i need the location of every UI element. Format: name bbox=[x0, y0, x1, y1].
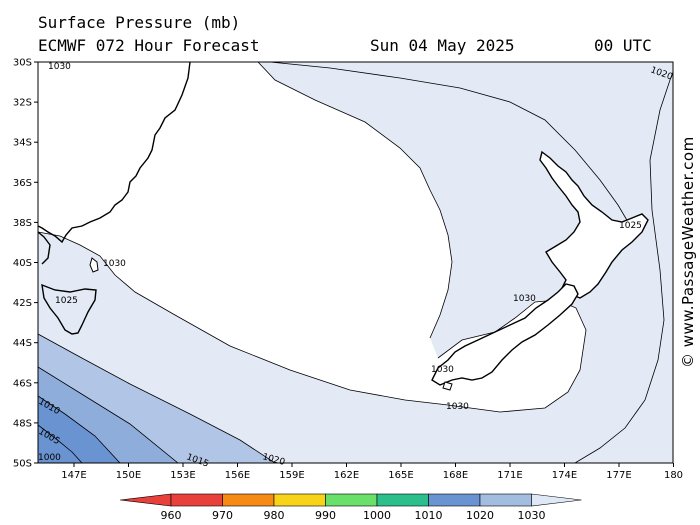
legend-high-arrow bbox=[531, 493, 582, 507]
legend-label: 970 bbox=[212, 509, 233, 522]
lon-tick-label: 159E bbox=[279, 470, 304, 481]
lat-tick-label: 34S bbox=[13, 138, 32, 149]
isobar-label: 1025 bbox=[55, 296, 78, 306]
isobar-label: 1030 bbox=[431, 365, 454, 375]
lon-tick-label: 174E bbox=[552, 470, 577, 481]
nz-south-island bbox=[431, 283, 579, 386]
stewart-island bbox=[442, 381, 453, 391]
watermark: © www.PassageWeather.com bbox=[679, 136, 697, 368]
legend-swatch bbox=[376, 493, 429, 507]
map-title: Surface Pressure (mb) bbox=[38, 13, 241, 32]
isobar-label: 1030 bbox=[513, 294, 536, 304]
lat-tick-label: 32S bbox=[13, 98, 32, 109]
lon-tick-label: 171E bbox=[497, 470, 522, 481]
legend-swatch bbox=[170, 493, 223, 507]
australia-coastline bbox=[38, 62, 191, 265]
lat-tick-label: 42S bbox=[13, 298, 32, 309]
isobar-label: 1030 bbox=[48, 62, 71, 72]
pressure-colour-legend: 960 970 980 990 1000 1010 1020 1030 bbox=[119, 493, 582, 522]
forecast-date: Sun 04 May 2025 bbox=[370, 36, 515, 55]
latitude-axis: 30S 32S 34S 36S 38S 40S 42S 44S 46S 48S 50S bbox=[13, 58, 38, 470]
lat-tick-label: 48S bbox=[13, 418, 32, 429]
forecast-time: 00 UTC bbox=[594, 36, 652, 55]
longitude-axis: 147E 150E 153E 156E 159E 162E 165E 168E 171E 174E… bbox=[61, 463, 683, 481]
legend-low-arrow bbox=[119, 493, 172, 507]
lat-tick-label: 40S bbox=[13, 258, 32, 269]
lon-tick-label: 180 bbox=[664, 470, 683, 481]
lon-tick-label: 156E bbox=[225, 470, 250, 481]
lat-tick-label: 50S bbox=[13, 459, 32, 470]
legend-swatch bbox=[273, 493, 326, 507]
lon-tick-label: 165E bbox=[388, 470, 413, 481]
lat-tick-label: 36S bbox=[13, 178, 32, 189]
legend-swatch bbox=[222, 493, 275, 507]
tasmania-coastline bbox=[41, 283, 97, 335]
lon-tick-label: 150E bbox=[116, 470, 141, 481]
isobar-lines bbox=[38, 62, 673, 463]
legend-label: 1010 bbox=[415, 509, 443, 522]
lat-tick-label: 44S bbox=[13, 338, 32, 349]
legend-label: 980 bbox=[264, 509, 285, 522]
legend-swatch bbox=[428, 493, 481, 507]
lon-tick-label: 168E bbox=[443, 470, 468, 481]
lon-tick-label: 147E bbox=[61, 470, 86, 481]
legend-label: 1030 bbox=[518, 509, 546, 522]
pressure-band-1005 bbox=[38, 396, 120, 463]
lon-tick-label: 162E bbox=[334, 470, 359, 481]
legend-label: 1020 bbox=[466, 509, 494, 522]
isobar-label: 1030 bbox=[103, 259, 126, 269]
pressure-band-1030 bbox=[38, 62, 586, 412]
legend-label: 990 bbox=[315, 509, 336, 522]
model-forecast-label: ECMWF 072 Hour Forecast bbox=[38, 36, 260, 55]
king-island bbox=[89, 257, 99, 273]
lat-tick-label: 38S bbox=[13, 218, 32, 229]
lat-tick-label: 30S bbox=[13, 58, 32, 69]
legend-label: 1000 bbox=[363, 509, 391, 522]
isobar-label: 1000 bbox=[38, 453, 61, 463]
lat-tick-label: 46S bbox=[13, 378, 32, 389]
isobar-label: 1030 bbox=[446, 402, 469, 412]
isobar-label: 1025 bbox=[619, 221, 642, 231]
legend-swatch bbox=[325, 493, 378, 507]
lon-tick-label: 153E bbox=[170, 470, 195, 481]
lon-tick-label: 177E bbox=[606, 470, 631, 481]
legend-swatch bbox=[479, 493, 532, 507]
nz-north-island bbox=[539, 150, 649, 299]
legend-label: 960 bbox=[161, 509, 182, 522]
